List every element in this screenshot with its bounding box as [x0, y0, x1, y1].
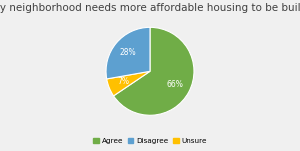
Legend: Agree, Disagree, Unsure: Agree, Disagree, Unsure: [90, 135, 210, 147]
Text: 28%: 28%: [120, 48, 136, 57]
Text: 7%: 7%: [118, 77, 130, 87]
Wedge shape: [106, 27, 150, 79]
Text: 66%: 66%: [167, 80, 184, 89]
Title: My neighborhood needs more affordable housing to be built.: My neighborhood needs more affordable ho…: [0, 3, 300, 13]
Wedge shape: [107, 71, 150, 96]
Wedge shape: [113, 27, 194, 115]
